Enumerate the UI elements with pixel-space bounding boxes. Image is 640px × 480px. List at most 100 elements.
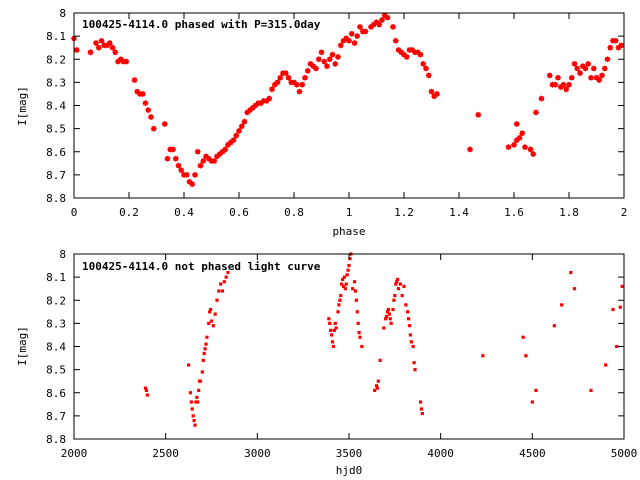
phased-data-point-core: [374, 20, 379, 25]
unphased-data-point: [208, 310, 212, 314]
phased-data-point-core: [349, 31, 354, 37]
phased-data-point-core: [104, 43, 110, 48]
phased-data-point-core: [269, 87, 275, 92]
unphased-data-point: [354, 298, 358, 302]
unphased-data-point: [394, 282, 398, 286]
unphased-data-point: [395, 277, 400, 282]
phased-data-point-core: [619, 43, 624, 48]
unphased-data-point: [400, 294, 404, 298]
phased-data-point-core: [132, 77, 137, 83]
unphased-data-point: [196, 400, 200, 404]
phased-data-point-core: [113, 50, 118, 55]
phased-data-point-core: [225, 142, 231, 148]
unphased-data-point: [375, 386, 380, 390]
unphased-x-tick-label: 2000: [61, 447, 88, 460]
unphased-data-point: [524, 354, 528, 358]
unphased-data-point: [384, 314, 389, 319]
phased-data-point-core: [170, 147, 176, 152]
unphased-data-point: [419, 407, 424, 411]
phased-data-point-core: [588, 75, 594, 80]
unphased-data-point: [389, 321, 393, 325]
unphased-data-point: [530, 400, 534, 404]
unphased-data-point: [193, 423, 197, 427]
unphased-y-tick-label: 8.7: [46, 410, 66, 423]
phased-data-point-core: [566, 82, 572, 87]
phased-data-point-core: [231, 137, 236, 143]
phased-data-point-core: [613, 38, 618, 43]
unphased-data-point: [219, 282, 223, 286]
phased-data-point-core: [234, 133, 239, 138]
unphased-data-point: [407, 324, 412, 328]
phased-data-point-core: [371, 22, 376, 27]
phased-data-point-core: [217, 151, 222, 157]
unphased-data-point: [203, 347, 207, 351]
phased-data-point-core: [432, 94, 437, 99]
phased-data-point-core: [363, 29, 368, 34]
phased-data-point-core: [179, 168, 184, 173]
unphased-data-point: [211, 324, 215, 328]
phased-data-point-core: [99, 38, 104, 43]
unphased-data-point: [342, 275, 347, 279]
phased-data-point-core: [319, 50, 324, 55]
unphased-data-point: [330, 340, 335, 344]
unphased-data-point: [344, 282, 348, 286]
phased-data-point-core: [357, 24, 363, 30]
unphased-data-point: [411, 344, 415, 349]
phased-data-point-core: [135, 89, 140, 94]
phased-data-point-core: [286, 75, 291, 80]
unphased-y-tick-label: 8.3: [46, 317, 66, 330]
phased-data-point-core: [88, 50, 93, 55]
phased-data-point-core: [605, 57, 610, 62]
phased-data-point-core: [107, 40, 112, 46]
unphased-data-point: [145, 393, 149, 397]
unphased-y-tick-label: 8.6: [46, 387, 66, 400]
unphased-data-point: [357, 331, 361, 335]
phased-data-point-core: [517, 135, 522, 141]
phased-data-point-core: [316, 57, 321, 62]
phased-data-point-core: [555, 75, 561, 80]
unphased-x-tick-label: 3500: [336, 447, 363, 460]
unphased-data-point: [420, 411, 424, 416]
unphased-data-point: [333, 321, 337, 325]
phased-ylabel: I[mag]: [16, 86, 29, 126]
unphased-data-point: [328, 321, 332, 325]
unphased-x-tick-label: 4500: [519, 447, 546, 460]
unphased-data-point: [604, 363, 608, 367]
unphased-data-point: [481, 354, 485, 358]
phased-data-point-core: [352, 40, 357, 46]
phased-data-point-core: [74, 47, 79, 53]
unphased-data-point: [534, 388, 538, 393]
phased-data-point-core: [258, 100, 264, 106]
phased-data-point-core: [379, 17, 385, 23]
phased-data-point-core: [597, 77, 602, 83]
unphased-data-point: [374, 384, 379, 388]
phased-data-point-core: [415, 50, 420, 55]
unphased-data-point: [337, 303, 341, 307]
phased-data-point-core: [396, 47, 401, 53]
phased-data-point-core: [511, 142, 517, 148]
phased-data-point-core: [616, 45, 621, 50]
unphased-x-tick-label: 5000: [611, 447, 638, 460]
unphased-data-point: [412, 361, 416, 365]
phased-data-point-core: [278, 75, 283, 80]
unphased-data-point: [205, 335, 209, 339]
unphased-data-point: [341, 284, 346, 288]
phased-data-point-core: [214, 154, 220, 159]
unphased-data-point: [197, 388, 201, 393]
unphased-data-point: [406, 317, 411, 321]
phased-data-point-core: [553, 82, 558, 87]
unphased-data-point: [388, 317, 392, 321]
unphased-data-point: [391, 307, 395, 312]
phased-data-point-core: [377, 22, 382, 27]
phased-ticks: 0 0.2 0.4 0.6 0.8 1 1.2 1.4 1.6 1.8 2 8 8.1 8.2 8.3 8.4…: [46, 7, 627, 219]
unphased-data-point: [382, 326, 386, 330]
unphased-data-point: [358, 335, 362, 339]
phased-data-point-core: [577, 70, 583, 76]
phased-data-point-core: [327, 57, 332, 62]
phased-data-point-core: [140, 91, 145, 97]
phased-data-point-core: [239, 124, 244, 129]
phased-data-point-core: [212, 158, 217, 164]
phased-x-tick-label: 1.4: [449, 206, 469, 219]
phased-data-point-core: [368, 24, 374, 30]
unphased-data-point: [201, 358, 205, 362]
